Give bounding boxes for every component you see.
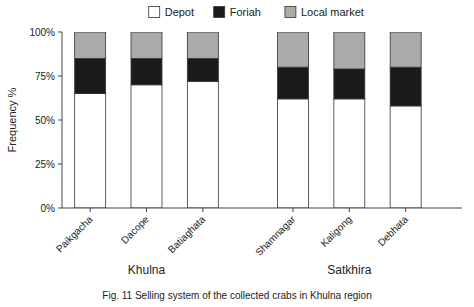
bar-segment [334,99,365,208]
y-tick [58,76,62,77]
y-tick [58,120,62,121]
legend-label: Depot [165,6,194,18]
y-tick-label: 100% [29,27,55,38]
x-tick [292,208,293,212]
legend: Depot Foriah Local market [149,6,364,18]
bar-segment [131,32,162,58]
bar-segment [75,32,106,58]
x-tick-label: Debhata [376,213,411,248]
y-tick-label: 25% [35,159,55,170]
y-tick-label: 0% [41,203,56,214]
legend-label: Local market [301,6,364,18]
x-tick [90,208,91,212]
bar-segment [390,32,421,67]
x-tick-label: Batiaghata [166,213,208,255]
y-axis-label: Frequency % [6,87,18,152]
legend-label: Foriah [230,6,261,18]
group-label: Khulna [128,263,166,277]
bars [75,32,421,208]
bar-segment [75,94,106,208]
x-tick [202,208,203,212]
bar-segment [277,32,308,67]
bar-segment [277,67,308,99]
legend-swatch [149,7,160,18]
legend-swatch [214,7,225,18]
bar-segment [187,32,218,58]
y-tick [58,208,62,209]
bar-segment [187,81,218,208]
legend-swatch [285,7,296,18]
bar-segment [277,99,308,208]
y-tick-label: 50% [35,115,55,126]
y-tick [58,164,62,165]
bar-segment [131,58,162,84]
caption: Fig. 11 Selling system of the collected … [102,290,371,301]
x-axis [62,208,462,209]
x-tick [349,208,350,212]
x-tick-label: Paikgacha [54,213,95,254]
bar-segment [75,58,106,93]
group-label: Satkhira [327,263,371,277]
x-tick [146,208,147,212]
bar-segment [334,32,365,69]
x-tick-label: Dacope [119,213,151,245]
x-tick-label: Shamnagar [253,213,298,258]
x-tick [405,208,406,212]
y-tick-label: 75% [35,71,55,82]
bar-segment [187,58,218,81]
bar-segment [390,106,421,208]
x-tick-label: Kaligong [318,214,353,249]
bar-segment [390,67,421,106]
bar-segment [334,69,365,99]
chart: 0% 25% 50% 75% 100% Frequency % Paikgacha Dacop… [0,0,474,307]
bar-segment [131,85,162,208]
y-tick [58,32,62,33]
